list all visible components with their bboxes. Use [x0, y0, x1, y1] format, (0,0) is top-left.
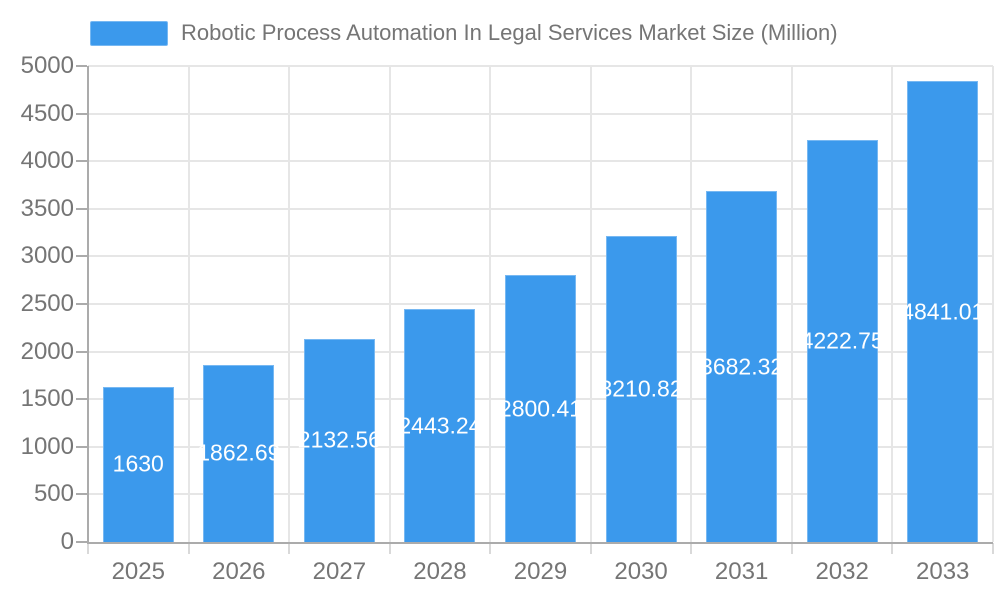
- x-axis-label: 2025: [111, 558, 165, 585]
- gridline-vertical: [891, 66, 894, 542]
- bar-2031: [706, 191, 778, 542]
- x-axis-label: 2033: [916, 558, 970, 585]
- bar-2030: [605, 236, 677, 542]
- gridline-vertical: [690, 66, 693, 542]
- y-axis-tick: [76, 303, 87, 305]
- x-axis-tick: [992, 543, 994, 554]
- bar-2028: [404, 309, 476, 542]
- y-axis-tick: [76, 541, 87, 543]
- gridline-horizontal: [88, 160, 993, 163]
- x-axis-tick: [489, 543, 492, 554]
- bar-value-label: 1630: [112, 450, 164, 477]
- bar-value-label: 2800.41: [498, 395, 583, 422]
- y-axis-label: 500: [33, 480, 74, 508]
- x-axis-label: 2028: [413, 558, 467, 585]
- bar-value-label: 2443.24: [398, 412, 482, 439]
- y-axis-tick: [76, 398, 87, 401]
- y-axis-tick: [76, 445, 87, 448]
- x-axis-line: [87, 542, 993, 544]
- bar-value-label: 4222.75: [800, 327, 884, 354]
- x-axis-tick: [87, 543, 89, 554]
- y-axis-tick: [76, 112, 87, 115]
- gridline-vertical: [288, 66, 291, 542]
- y-axis-tick: [76, 350, 87, 353]
- y-axis-label: 1000: [20, 432, 74, 460]
- gridline-horizontal: [88, 65, 993, 67]
- gridline-vertical: [187, 66, 190, 542]
- x-axis-tick: [891, 543, 894, 554]
- y-axis-label: 3000: [20, 242, 74, 270]
- x-axis-label: 2029: [513, 558, 568, 585]
- bar-value-label: 3682.32: [700, 353, 784, 380]
- gridline-vertical: [992, 66, 994, 542]
- bar-value-label: 2132.56: [297, 426, 381, 453]
- x-axis-tick: [187, 543, 190, 554]
- x-axis-tick: [388, 543, 391, 554]
- x-axis-label: 2026: [212, 558, 266, 585]
- bar-2027: [303, 338, 375, 542]
- gridline-vertical: [388, 66, 391, 542]
- x-axis-tick: [690, 543, 693, 554]
- y-axis-label: 4000: [20, 147, 74, 175]
- y-axis-label: 3500: [20, 194, 74, 222]
- bar-value-label: 1862.69: [197, 439, 281, 466]
- y-axis-label: 5000: [20, 52, 74, 79]
- y-axis-label: 2000: [20, 337, 74, 365]
- y-axis-label: 1500: [20, 385, 74, 413]
- gridline-horizontal: [88, 255, 993, 258]
- bar-2033: [907, 81, 979, 542]
- gridline-vertical: [790, 66, 793, 542]
- y-axis-label: 0: [60, 528, 74, 555]
- x-axis-label: 2030: [614, 558, 668, 585]
- x-axis-tick: [790, 543, 793, 554]
- gridline-horizontal: [88, 112, 993, 115]
- legend-swatch: [90, 20, 168, 46]
- y-axis-tick: [76, 207, 87, 210]
- y-axis-label: 2500: [20, 290, 74, 317]
- x-axis-label: 2031: [714, 558, 769, 585]
- x-axis-tick: [288, 543, 291, 554]
- y-axis-label: 4500: [20, 99, 74, 127]
- bar-value-label: 4841.01: [901, 298, 985, 325]
- y-axis-line: [87, 66, 89, 544]
- bar-value-label: 3210.82: [599, 375, 683, 402]
- y-axis-tick: [76, 255, 87, 258]
- x-axis-label: 2027: [312, 558, 367, 585]
- x-axis-tick: [589, 543, 592, 554]
- y-axis-tick: [76, 493, 87, 496]
- y-axis-tick: [76, 160, 87, 163]
- y-axis-tick: [76, 65, 87, 67]
- gridline-vertical: [589, 66, 592, 542]
- bar-2029: [505, 275, 576, 542]
- gridline-vertical: [489, 66, 492, 542]
- bar-2025: [102, 386, 174, 542]
- plot-area: 0 500 1000 1500 2000 2500 3000 3500 4000 4500 5000…: [21, 52, 994, 585]
- chart-title: Robotic Process Automation In Legal Serv…: [181, 20, 838, 45]
- legend-item[interactable]: Robotic Process Automation In Legal Serv…: [90, 18, 838, 48]
- x-axis-label: 2032: [815, 558, 869, 585]
- gridline-horizontal: [88, 207, 993, 210]
- bar-2032: [806, 140, 878, 542]
- bar-2026: [203, 364, 275, 542]
